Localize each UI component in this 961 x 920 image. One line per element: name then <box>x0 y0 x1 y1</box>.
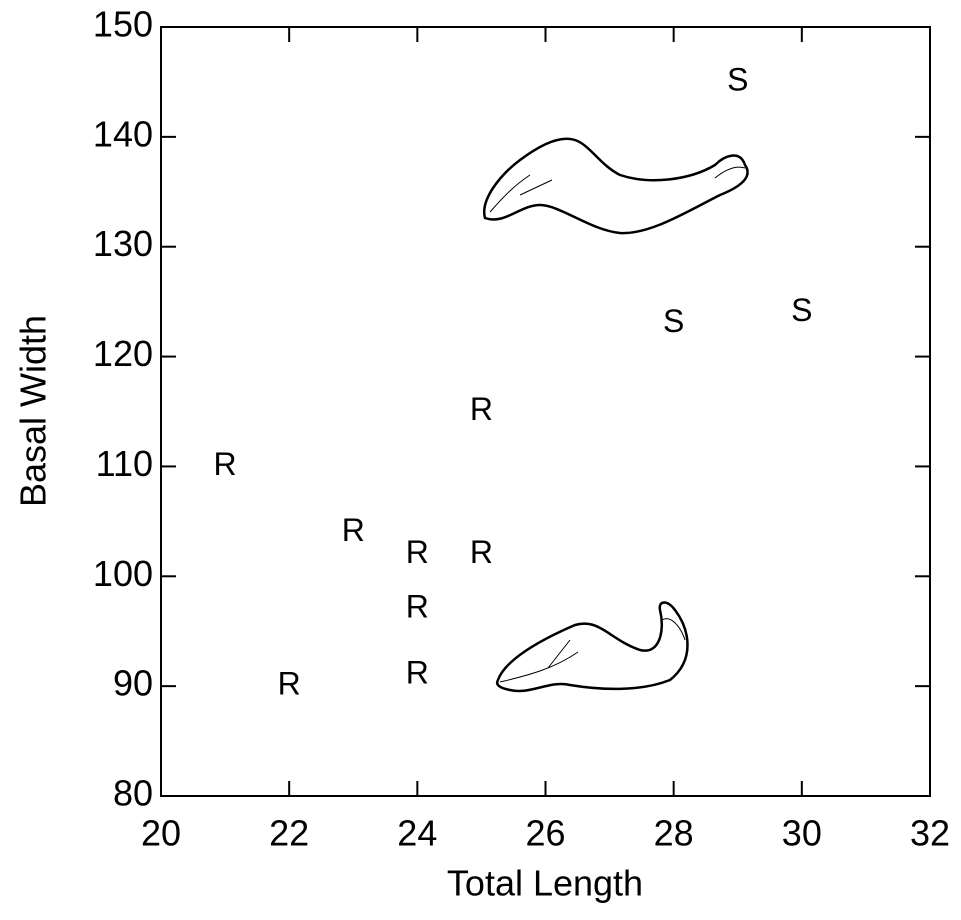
shell-detail <box>489 166 746 213</box>
point-marker: R <box>278 666 301 702</box>
plot-frame <box>160 26 931 797</box>
shell-illustration-top <box>482 137 749 235</box>
point-marker: R <box>406 534 429 570</box>
point-marker: S <box>663 303 684 339</box>
x-tick-label: 26 <box>525 813 565 854</box>
x-tick-label: 32 <box>910 813 950 854</box>
y-tick-label: 130 <box>93 223 153 264</box>
x-tick-label: 28 <box>654 813 694 854</box>
shell-detail <box>499 618 686 683</box>
point-marker: S <box>727 61 748 97</box>
y-tick-label: 120 <box>93 333 153 374</box>
point-marker: S <box>791 292 812 328</box>
shell-outline <box>495 601 689 693</box>
point-marker: R <box>470 391 493 427</box>
y-tick-label: 150 <box>93 4 153 45</box>
y-tick-label: 100 <box>93 553 153 594</box>
point-marker: R <box>470 534 493 570</box>
y-tick-label: 80 <box>113 773 153 814</box>
x-tick-label: 22 <box>269 813 309 854</box>
point-marker: R <box>214 446 237 482</box>
shell-outline <box>482 137 749 235</box>
shell-illustration-bottom <box>495 601 689 693</box>
x-tick-label: 20 <box>141 813 181 854</box>
x-tick-label: 24 <box>397 813 437 854</box>
y-tick-label: 110 <box>96 443 153 484</box>
y-axis-label: Basal Width <box>13 315 54 507</box>
point-marker: R <box>406 589 429 625</box>
x-tick-label: 30 <box>782 813 822 854</box>
x-axis-label: Total Length <box>447 863 643 904</box>
point-marker: R <box>406 655 429 691</box>
y-tick-label: 90 <box>113 663 153 704</box>
y-tick-label: 140 <box>93 113 153 154</box>
point-marker: R <box>342 512 365 548</box>
